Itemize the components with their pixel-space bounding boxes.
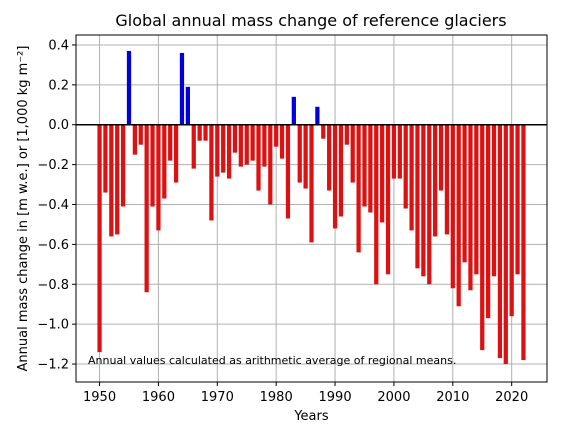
bar-2011 — [456, 124, 461, 307]
y-axis-label: Annual mass change in [m w.e.] or [1,000… — [16, 46, 31, 372]
bar-1957 — [138, 124, 143, 145]
bar-1954 — [120, 124, 126, 207]
bar-2018 — [497, 124, 503, 359]
y-tick-label: −1.0 — [37, 318, 69, 333]
y-axis-ticks: −1.2 −1.0 −0.8 −0.6 −0.4 −0.2 0.0 0.2 0.4 — [37, 38, 76, 373]
bar-1982 — [285, 124, 291, 219]
bar-1968 — [203, 124, 208, 141]
bar-1969 — [209, 124, 214, 221]
bar-1988 — [321, 124, 326, 139]
bar-1979 — [268, 124, 273, 205]
bar-1985 — [303, 124, 308, 189]
bar-1992 — [344, 124, 349, 145]
bar-1960 — [156, 124, 161, 231]
bar-2001 — [397, 124, 402, 179]
bar-1961 — [162, 124, 167, 199]
bar-2019 — [503, 124, 508, 365]
bar-1984 — [297, 124, 302, 183]
bar-1971 — [221, 124, 226, 173]
bar-2015 — [480, 124, 485, 351]
bar-1956 — [132, 124, 137, 155]
bar-2002 — [403, 124, 408, 209]
bar-1983 — [291, 96, 296, 125]
chart-title: Global annual mass change of reference g… — [115, 11, 506, 30]
y-tick-label: −0.4 — [37, 198, 69, 213]
bar-1997 — [374, 124, 379, 285]
x-tick-label: 1960 — [142, 390, 175, 405]
bar-1991 — [338, 124, 344, 217]
x-tick-label: 1990 — [319, 390, 352, 405]
bar-1970 — [215, 124, 220, 177]
bar-2009 — [444, 124, 450, 235]
bar-1955 — [126, 50, 132, 125]
bar-1966 — [191, 124, 196, 169]
bar-2008 — [438, 124, 444, 191]
bar-1958 — [144, 124, 149, 293]
bar-1972 — [226, 124, 232, 179]
y-tick-label: −0.2 — [37, 158, 69, 173]
bar-2013 — [468, 124, 473, 291]
bar-1951 — [103, 124, 108, 193]
bar-1967 — [197, 124, 202, 141]
x-tick-label: 2020 — [495, 390, 528, 405]
bar-2017 — [491, 124, 497, 277]
bar-1996 — [368, 124, 373, 213]
bar-1962 — [168, 124, 173, 161]
bar-2003 — [409, 124, 414, 231]
bar-2010 — [450, 124, 455, 289]
x-axis-label: Years — [293, 409, 329, 424]
bar-1978 — [262, 124, 267, 167]
y-tick-label: 0.2 — [48, 78, 69, 93]
bar-1998 — [380, 124, 385, 223]
bar-1989 — [327, 124, 332, 191]
bar-1965 — [185, 86, 190, 125]
bar-2020 — [509, 124, 514, 317]
bar-2016 — [486, 124, 491, 319]
bar-2007 — [433, 124, 438, 237]
bar-1986 — [309, 124, 314, 243]
y-tick-label: 0.0 — [48, 118, 69, 133]
bar-1990 — [332, 124, 338, 229]
bar-1994 — [356, 124, 361, 253]
bar-1974 — [238, 124, 243, 167]
bar-1980 — [274, 124, 279, 147]
x-tick-label: 1970 — [201, 390, 234, 405]
x-tick-label: 2000 — [377, 390, 410, 405]
y-tick-label: −0.8 — [37, 278, 69, 293]
bar-2004 — [415, 124, 420, 269]
bar-1975 — [244, 124, 249, 165]
bar-2006 — [427, 124, 432, 285]
bar-1976 — [250, 124, 255, 161]
bar-1950 — [97, 124, 102, 353]
bar-2000 — [391, 124, 397, 179]
bar-2022 — [521, 124, 526, 361]
bar-2005 — [421, 124, 426, 277]
bar-1964 — [179, 52, 185, 125]
chart-annotation: Annual values calculated as arithmetic a… — [88, 354, 456, 367]
plot-frame — [75, 34, 548, 383]
bar-1999 — [385, 124, 391, 275]
y-tick-label: −0.6 — [37, 238, 69, 253]
bar-1952 — [109, 124, 114, 237]
bar-1995 — [362, 124, 367, 207]
bar-2014 — [474, 124, 479, 275]
bar-1993 — [350, 124, 355, 183]
bar-2021 — [515, 124, 520, 275]
bar-1987 — [315, 106, 320, 125]
bar-1953 — [115, 124, 120, 235]
bar-2012 — [462, 124, 467, 263]
bar-1963 — [173, 124, 179, 183]
bar-1973 — [232, 124, 238, 153]
x-axis-ticks: 1950 1960 1970 1980 1990 2000 2010 2020 — [83, 382, 528, 405]
x-tick-label: 1980 — [260, 390, 293, 405]
x-tick-label: 1950 — [83, 390, 116, 405]
bar-1981 — [279, 124, 285, 159]
bar-1977 — [256, 124, 261, 191]
bar-1959 — [150, 124, 155, 207]
y-tick-label: −1.2 — [37, 358, 69, 373]
x-tick-label: 2010 — [436, 390, 469, 405]
y-tick-label: 0.4 — [48, 38, 69, 53]
bars — [97, 50, 526, 365]
